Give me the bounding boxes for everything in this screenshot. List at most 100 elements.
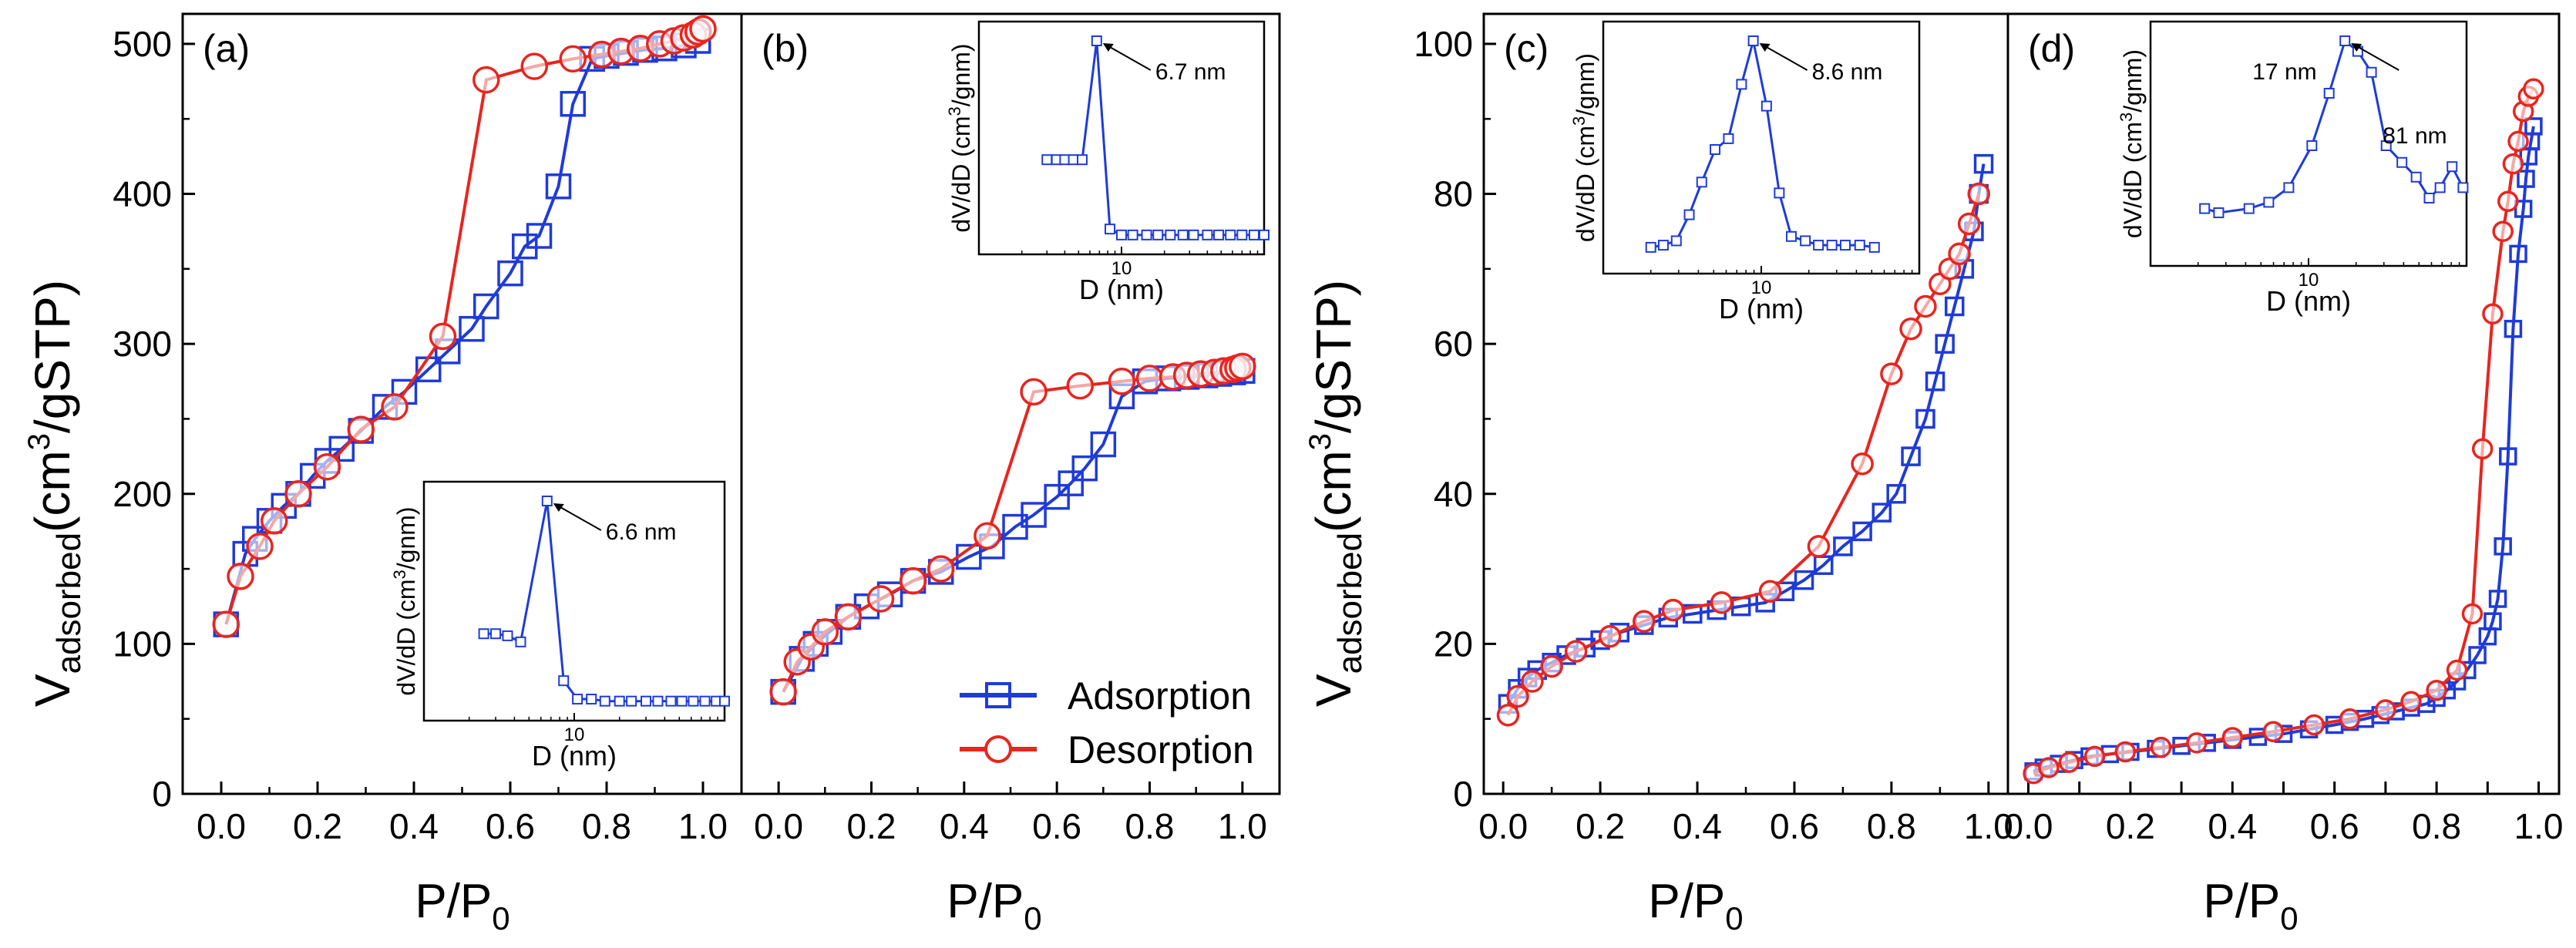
left-ylabel-cd: Vadsorbed(cm3/gSTP) bbox=[1303, 280, 1369, 707]
x-tick-label: 0.6 bbox=[1032, 806, 1081, 846]
inset-point bbox=[1165, 229, 1176, 240]
desorption-point bbox=[1521, 670, 1544, 693]
inset-xtick-label: 10 bbox=[564, 724, 585, 745]
desorption-point bbox=[1496, 704, 1520, 727]
adsorption-point bbox=[1935, 334, 1955, 354]
x-tick-label: 0.6 bbox=[486, 806, 535, 846]
inset-point bbox=[2380, 140, 2392, 151]
desorption-point bbox=[1957, 212, 1981, 236]
inset-point bbox=[1105, 224, 1116, 235]
y-tick-label: 300 bbox=[113, 324, 172, 364]
desorption-point bbox=[227, 563, 254, 590]
adsorption-point bbox=[2484, 612, 2502, 630]
x-tick-label: 0.2 bbox=[1576, 806, 1625, 846]
inset-point bbox=[2243, 203, 2255, 214]
inset-point bbox=[1760, 100, 1772, 112]
desorption-point bbox=[1899, 317, 1922, 341]
inset-point bbox=[1854, 240, 1865, 251]
desorption-point bbox=[1564, 640, 1588, 663]
desorption-point bbox=[472, 66, 500, 94]
svg-text:P/P0: P/P0 bbox=[947, 875, 1041, 936]
inset-point bbox=[652, 695, 664, 707]
desorption-point bbox=[2461, 603, 2484, 625]
desorption-point bbox=[2492, 220, 2514, 242]
inset-point bbox=[2434, 182, 2446, 193]
adsorption-point bbox=[526, 223, 553, 249]
inset-point bbox=[490, 628, 502, 640]
inset-ylabel-part: dV/dD (cm bbox=[392, 579, 420, 695]
desorption-point bbox=[1229, 352, 1256, 381]
inset-point bbox=[614, 695, 625, 707]
inset-point bbox=[2306, 140, 2318, 151]
legend-adsorption-label: Adsorption bbox=[1068, 674, 1252, 718]
inset-arrowhead bbox=[553, 503, 564, 512]
inset-point bbox=[1041, 154, 1053, 166]
inset-point bbox=[1696, 176, 1707, 188]
desorption-point bbox=[1948, 242, 1971, 266]
inset-point bbox=[2339, 35, 2351, 46]
y-tick-label: 400 bbox=[113, 174, 172, 214]
adsorption-point bbox=[1915, 408, 1935, 429]
adsorption-point bbox=[560, 91, 586, 117]
inset-point bbox=[2410, 171, 2422, 183]
inset-point bbox=[1059, 154, 1071, 166]
desorption-point bbox=[2400, 691, 2422, 713]
x-tick-label: 0.2 bbox=[847, 806, 896, 846]
desorption-point bbox=[284, 480, 312, 508]
adsorption-point bbox=[2514, 200, 2533, 218]
inset-d: 10D (nm) dV/dD (cm3/gnm) 17 nm 81 nm bbox=[2117, 20, 2469, 317]
x-tick-label: 0.4 bbox=[2208, 806, 2257, 846]
inset-arrow bbox=[2352, 43, 2399, 71]
desorption-point bbox=[1633, 610, 1656, 633]
inset-point bbox=[2447, 161, 2458, 173]
inset-point bbox=[2323, 88, 2335, 99]
inset-point bbox=[1839, 240, 1851, 251]
x-tick-label: 0.4 bbox=[1673, 806, 1722, 846]
desorption-point bbox=[689, 15, 717, 43]
x-tick-label: 0.6 bbox=[2310, 806, 2359, 846]
x-tick-label: 1.0 bbox=[678, 806, 728, 846]
inset-point bbox=[1141, 229, 1152, 240]
inset-annotation: 17 nm bbox=[2252, 59, 2316, 85]
panel-label: (a) bbox=[203, 27, 250, 70]
desorption-point bbox=[261, 507, 288, 535]
x-tick-label: 0.0 bbox=[2004, 806, 2053, 846]
adsorption-point bbox=[1794, 570, 1814, 590]
x-tick-label: 0.8 bbox=[582, 806, 631, 846]
inset-point bbox=[1248, 229, 1259, 240]
inset-point bbox=[1213, 229, 1225, 240]
desorption-point bbox=[246, 533, 274, 560]
inset-point bbox=[2396, 156, 2408, 168]
xlabel-a: P/P0 bbox=[415, 875, 509, 936]
inset-point bbox=[2283, 182, 2295, 193]
desorption-point bbox=[1020, 378, 1048, 406]
desorption-point bbox=[2497, 190, 2519, 213]
inset-xtick-label: 10 bbox=[1751, 277, 1772, 298]
svg-text:P/P0: P/P0 bbox=[1648, 875, 1743, 936]
inset-arrowhead bbox=[1102, 43, 1114, 52]
inset-point bbox=[1786, 230, 1797, 242]
x-tick-label: 0.0 bbox=[754, 806, 803, 846]
legend-desorption-marker bbox=[984, 735, 1012, 763]
desorption-point bbox=[1914, 294, 1937, 318]
desorption-point bbox=[381, 393, 409, 421]
inset-xtick-label: 10 bbox=[2299, 270, 2319, 291]
left-ylabel-ab: Vadsorbed(cm3/gSTP) bbox=[22, 280, 88, 707]
inset-point bbox=[1076, 154, 1088, 166]
adsorption-point bbox=[1925, 371, 1945, 392]
inset-ylabel-sup: 3 bbox=[945, 106, 964, 116]
desorption-point bbox=[866, 585, 895, 613]
inset-point bbox=[1747, 35, 1759, 46]
x-tick-label: 1.0 bbox=[1964, 806, 2013, 846]
panel-c: 0.0 0.2 0.4 0.6 0.8 1.0 0 20 40 60 80 100 (c) 10D (nm… bbox=[1414, 12, 2013, 846]
adsorption-point bbox=[1682, 603, 1703, 624]
inset-point bbox=[2457, 182, 2469, 193]
adsorption-point bbox=[1021, 502, 1047, 528]
inset-point bbox=[1800, 235, 1811, 247]
desorption-point bbox=[1135, 365, 1164, 392]
desorption-point bbox=[2058, 751, 2080, 773]
desorption-point bbox=[559, 45, 587, 73]
y-tick-label: 200 bbox=[113, 474, 172, 514]
x-tick-label: 0.8 bbox=[1867, 806, 1916, 846]
